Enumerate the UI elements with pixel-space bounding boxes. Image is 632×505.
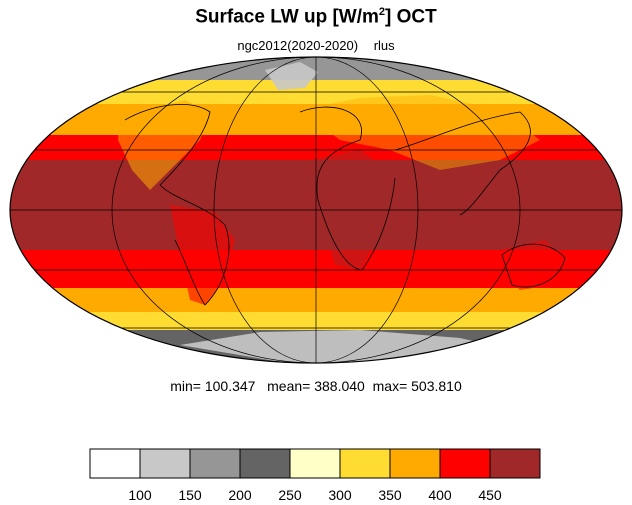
graticule-meridian-60 [213,57,419,363]
title-superscript: 2 [378,6,386,18]
colorbar-box [89,448,141,479]
colorbar-box [239,448,291,479]
stat-mean-value: 388.040 [314,378,365,394]
colorbar-tick-label: 450 [478,487,502,503]
colorbar-tick-label: 300 [328,487,352,503]
coastline-africa-europe [299,106,396,271]
stat-max-value: 503.810 [411,378,462,394]
stat-mean-label: mean= [267,378,311,394]
colorbar-box [189,448,241,479]
map-title: Surface LW up [W/m2] OCT [0,6,632,28]
colorbar-box [289,448,341,479]
map-subtitle: ngc2012(2020-2020) rlus [0,38,632,53]
colorbar-tick-label: 100 [128,487,152,503]
stat-min-label: min= [170,378,201,394]
landmass-greenland [265,62,318,90]
colorbar-tick-label: 250 [278,487,302,503]
landmass-australia [500,240,565,290]
map-outline [9,56,623,364]
colorbar-labels: 100 150 200 250 300 350 400 450 [128,487,502,503]
colorbar-tick-label: 350 [378,487,402,503]
colorbar-box [339,448,391,479]
landmass-eurasia [300,95,540,170]
graticule-meridian-120 [111,57,521,363]
colorbar-box [489,448,541,479]
field-statistics: min= 100.347 mean= 388.040 max= 503.810 [0,378,632,394]
colorbar-box [139,448,191,479]
colorbar-tick-label: 150 [178,487,202,503]
landmass-south-america [170,205,235,305]
colorbar-tick-label: 200 [228,487,252,503]
coastline-americas [124,104,230,306]
colorbar-boxes [89,448,541,479]
mollweide-map [9,56,623,364]
stat-min-value: 100.347 [204,378,256,394]
colorbar-tick-label: 400 [428,487,452,503]
subtitle-variable: rlus [373,38,395,53]
colorbar-box [389,448,441,479]
coastline-australia [501,243,566,288]
coastline-asia [394,111,531,216]
title-tail: ] OCT [385,6,437,28]
title-main: Surface LW up [W/m [195,6,379,28]
colorbar-box [439,448,491,479]
stat-max-label: max= [372,378,408,394]
coastlines [124,104,566,306]
landmass-north-america [118,100,210,190]
subtitle-model: ngc2012(2020-2020) [237,38,359,53]
